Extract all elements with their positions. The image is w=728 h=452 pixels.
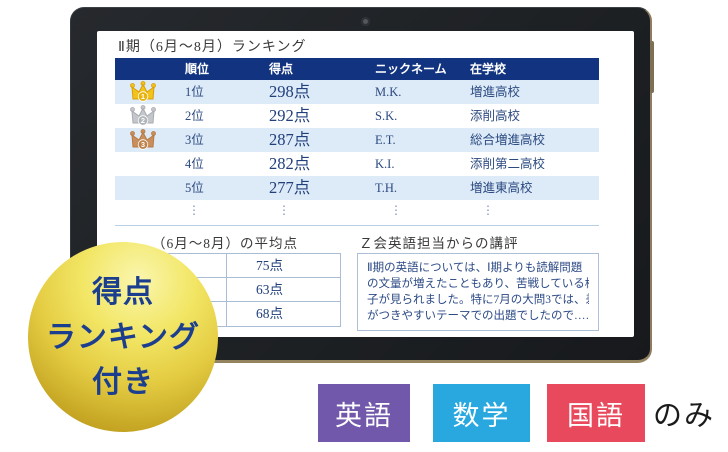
- tablet-device: Ⅱ期（6月～8月）ランキング 順位 得点 ニックネーム 在学校: [70, 7, 654, 363]
- rank-cell: 4位: [185, 157, 204, 171]
- subjects-suffix-label: のみ: [653, 400, 716, 432]
- ellipsis-icon: ⋮: [482, 203, 494, 217]
- rank-cell: 1位: [185, 85, 204, 99]
- gold-crown-icon: 1: [115, 80, 171, 104]
- table-row: 2 2位 292点 S.K. 添削高校: [115, 104, 599, 128]
- average-row: 68点: [120, 302, 340, 326]
- average-title: （6月～8月）の平均点: [152, 236, 298, 251]
- nickname-cell: S.K.: [375, 109, 398, 123]
- badge-text: 付き: [92, 365, 154, 399]
- commentary-title: Ｚ会英語担当からの講評: [359, 236, 519, 251]
- table-row: 4位 282点 K.I. 添削第二高校: [115, 152, 599, 176]
- score-cell: 298点: [269, 82, 311, 101]
- average-row: 63点: [120, 278, 340, 302]
- ranking-table: 順位 得点 ニックネーム 在学校 1: [115, 58, 599, 226]
- rank-cell: 3位: [185, 133, 204, 147]
- table-header-row: 順位 得点 ニックネーム 在学校: [115, 58, 599, 80]
- silver-crown-icon: 2: [115, 104, 171, 128]
- nickname-cell: T.H.: [375, 181, 397, 195]
- table-row: 1 1位 298点 M.K. 増進高校: [115, 80, 599, 104]
- bronze-crown-icon: 3: [115, 128, 171, 152]
- average-value-cell: 68点: [256, 306, 283, 321]
- average-label-cell: [120, 302, 227, 326]
- school-cell: 添削第二高校: [470, 157, 546, 171]
- svg-text:1: 1: [141, 92, 145, 101]
- nickname-cell: E.T.: [375, 133, 396, 147]
- rank-cell: 5位: [185, 181, 204, 195]
- school-cell: 増進高校: [470, 85, 521, 99]
- commentary-box: Ⅱ期の英語については、Ⅰ期よりも読解問題 の文量が増えたこともあり、苦戦している…: [357, 253, 599, 331]
- rank-cell: 2位: [185, 109, 204, 123]
- header-rank: 順位: [185, 62, 210, 76]
- subject-button-math[interactable]: 数学: [433, 384, 530, 442]
- table-row: 3 3位 287点 E.T. 総合増進高校: [115, 128, 599, 152]
- average-value-cell: 63点: [256, 282, 283, 297]
- school-cell: 添削高校: [470, 109, 521, 123]
- school-cell: 総合増進高校: [470, 133, 546, 147]
- nickname-cell: M.K.: [375, 85, 402, 99]
- tablet-screen: Ⅱ期（6月～8月）ランキング 順位 得点 ニックネーム 在学校: [97, 31, 634, 337]
- school-cell: 増進東高校: [470, 181, 533, 195]
- header-school: 在学校: [470, 62, 507, 76]
- score-cell: 287点: [269, 130, 311, 149]
- average-value-cell: 75点: [256, 258, 283, 273]
- header-nickname: ニックネーム: [375, 62, 447, 76]
- volume-button: [650, 41, 654, 93]
- camera-icon: [361, 17, 370, 26]
- badge-text: 得点: [92, 275, 154, 309]
- subjects-row: 英語 数学 国語 のみ: [0, 384, 728, 442]
- score-cell: 277点: [269, 178, 311, 197]
- header-score: 得点: [269, 62, 294, 76]
- commentary-line: の文量が増えたこともあり、苦戦している様: [367, 278, 589, 290]
- table-ellipsis-row: ⋮ ⋮ ⋮ ⋮: [115, 200, 599, 226]
- ellipsis-icon: ⋮: [278, 203, 290, 217]
- table-row: 5位 277点 T.H. 増進東高校: [115, 176, 599, 200]
- commentary-line: がつきやすいテーマでの出題でしたので……: [367, 310, 589, 322]
- average-label-cell: [120, 278, 227, 301]
- subject-button-english[interactable]: 英語: [318, 384, 410, 442]
- nickname-cell: K.I.: [375, 157, 395, 171]
- commentary-line: Ⅱ期の英語については、Ⅰ期よりも読解問題: [367, 262, 583, 274]
- commentary-line: 子が見られました。特に7月の大問3では、差: [367, 294, 589, 306]
- score-cell: 292点: [269, 106, 311, 125]
- average-label-cell: [120, 254, 227, 277]
- svg-text:2: 2: [141, 116, 145, 125]
- badge-text: ランキング: [45, 320, 201, 354]
- score-cell: 282点: [269, 154, 311, 173]
- ellipsis-icon: ⋮: [188, 203, 200, 217]
- svg-text:3: 3: [141, 140, 145, 149]
- subject-button-japanese[interactable]: 国語: [547, 384, 645, 442]
- ranking-title: Ⅱ期（6月～8月）ランキング: [118, 40, 307, 55]
- average-row: 75点: [120, 254, 340, 278]
- gold-badge: 得点 ランキング 付き: [28, 242, 218, 432]
- ellipsis-icon: ⋮: [390, 203, 402, 217]
